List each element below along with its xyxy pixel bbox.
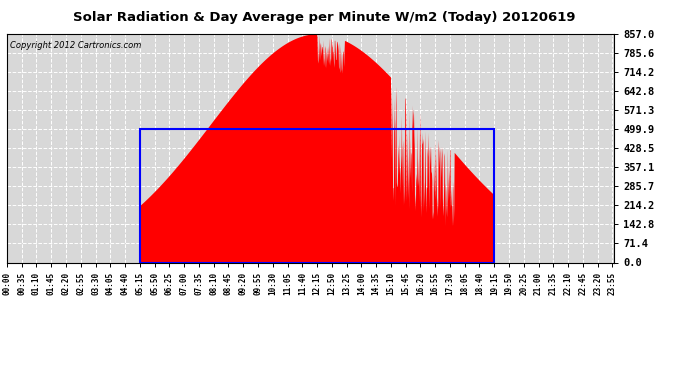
Text: Copyright 2012 Cartronics.com: Copyright 2012 Cartronics.com (10, 40, 141, 50)
Bar (140, 129, 494, 262)
Text: Solar Radiation & Day Average per Minute W/m2 (Today) 20120619: Solar Radiation & Day Average per Minute… (73, 11, 575, 24)
